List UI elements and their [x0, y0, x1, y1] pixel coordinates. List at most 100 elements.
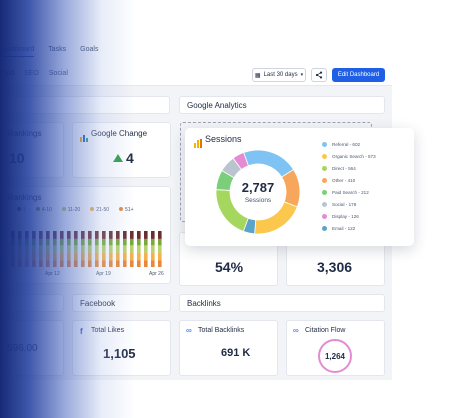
- ranking-bar-segment: [151, 245, 155, 253]
- legend-row: Organic Search - 573: [322, 150, 376, 162]
- ranking-bar-segment: [18, 231, 22, 239]
- ranking-bar-segment: [130, 231, 134, 239]
- ranking-bar-segment: [46, 238, 50, 246]
- citation-icon: ∞: [293, 326, 299, 335]
- legend-label: Social - 178: [332, 201, 357, 207]
- tab-tasks[interactable]: Tasks: [48, 46, 67, 53]
- ranking-bar-segment: [151, 238, 155, 246]
- ranking-bar-segment: [39, 231, 43, 239]
- sessions-total-label: Sessions: [244, 197, 272, 204]
- trend-up-icon: [113, 154, 123, 162]
- link-icon: ∞: [186, 326, 192, 335]
- ranking-bar-segment: [102, 231, 106, 239]
- total-likes-value: 1,105: [103, 346, 136, 361]
- citation-flow-title: Citation Flow: [305, 327, 346, 334]
- ranking-bar-segment: [109, 245, 113, 253]
- ranking-bar-segment: [95, 231, 99, 239]
- rankings-value: 10: [9, 150, 25, 166]
- ranking-bar-segment: [11, 260, 15, 267]
- ranking-bar-segment: [60, 260, 64, 267]
- ranking-bar-segment: [151, 260, 155, 267]
- ranking-bar-segment: [39, 260, 43, 267]
- subtab-paid[interactable]: Paid: [0, 70, 15, 77]
- legend-label: Referral - 602: [332, 141, 361, 147]
- ranking-bar-segment: [32, 252, 36, 261]
- left-section-header: [0, 294, 64, 312]
- ranking-bar-segment: [60, 245, 64, 253]
- ranking-bar-segment: [116, 260, 120, 267]
- ranking-bar-segment: [144, 245, 148, 253]
- share-icon: [315, 71, 323, 79]
- ranking-bar-segment: [130, 260, 134, 267]
- share-button[interactable]: [311, 68, 327, 82]
- ranking-bar-segment: [144, 238, 148, 246]
- rankings-bar-chart: [11, 231, 162, 267]
- ranking-bar-segment: [60, 231, 64, 239]
- ranking-bar-segment: [95, 238, 99, 246]
- ranking-bar-segment: [67, 260, 71, 267]
- citation-value: 1,264: [324, 351, 346, 361]
- legend-row: Other - 410: [322, 174, 376, 186]
- ranking-bar-segment: [53, 231, 57, 239]
- ranking-bar-segment: [32, 231, 36, 239]
- ranking-bar-segment: [18, 260, 22, 267]
- ranking-bar-segment: [46, 252, 50, 261]
- top-bar: Dashboard Tasks Goals Paid SEO Social ▦ …: [0, 0, 392, 86]
- ranking-bar-segment: [109, 260, 113, 267]
- ranking-bar-segment: [116, 238, 120, 246]
- ranking-bar-segment: [158, 260, 162, 267]
- legend-item: 4-10: [35, 207, 52, 213]
- tab-goals[interactable]: Goals: [80, 46, 99, 53]
- ranking-bar-segment: [116, 245, 120, 253]
- ranking-bar-segment: [11, 238, 15, 246]
- edit-dashboard-button[interactable]: Edit Dashboard: [332, 68, 385, 82]
- ranking-bar-segment: [88, 245, 92, 253]
- total-likes-card: f Total Likes 1,105: [72, 320, 171, 376]
- ranking-bar-segment: [74, 231, 78, 239]
- ranking-bar-segment: [60, 238, 64, 246]
- legend-dot: [322, 177, 327, 183]
- total-backlinks-title: Total Backlinks: [198, 327, 245, 334]
- ranking-bar-segment: [158, 252, 162, 261]
- subtab-social[interactable]: Social: [48, 70, 68, 77]
- legend-dot: [322, 189, 327, 195]
- legend-dot: [322, 225, 327, 231]
- ranking-bar-segment: [18, 238, 22, 246]
- legend-item: 51+: [119, 207, 134, 213]
- date-range-button[interactable]: ▦ Last 30 days ▾: [252, 68, 306, 82]
- ranking-bar-segment: [81, 260, 85, 267]
- ranking-bar-segment: [74, 245, 78, 253]
- backlinks-header: Backlinks: [179, 294, 385, 312]
- rankings-legend: 1 4-10 11-20 21-50 51+: [17, 207, 134, 213]
- legend-label: Other - 410: [332, 177, 356, 183]
- ranking-bar-segment: [11, 231, 15, 239]
- sessions-legend: Referral - 602 Organic Search - 573 Direct…: [322, 138, 376, 234]
- x-tick-label: Apr 19: [96, 271, 111, 277]
- ranking-bar-segment: [74, 238, 78, 246]
- legend-label: Direct - 564: [332, 165, 356, 171]
- legend-row: Display - 126: [322, 210, 376, 222]
- ranking-bar-segment: [144, 231, 148, 239]
- sessions-donut-chart: [215, 149, 301, 235]
- ranking-bar-segment: [102, 252, 106, 261]
- google-change-title: Google Change: [91, 129, 148, 138]
- google-analytics-header: Google Analytics: [179, 96, 385, 114]
- calendar-icon: ▦: [254, 72, 261, 79]
- ranking-bar-segment: [81, 238, 85, 246]
- ranking-bar-segment: [137, 245, 141, 253]
- ranking-bar-segment: [25, 238, 29, 246]
- ranking-bar-segment: [53, 252, 57, 261]
- ranking-bar-segment: [74, 260, 78, 267]
- facebook-icon: f: [80, 327, 83, 336]
- legend-row: Direct - 564: [322, 162, 376, 174]
- subtab-seo[interactable]: SEO: [24, 70, 39, 77]
- legend-item: 1: [17, 207, 26, 213]
- donut-center: 2,787 Sessions: [213, 147, 303, 237]
- ranking-bar-segment: [46, 245, 50, 253]
- citation-ring: 1,264: [318, 339, 352, 373]
- chevron-down-icon: ▾: [300, 72, 304, 78]
- spend-card: 596.00: [0, 320, 64, 376]
- ranking-bar-segment: [95, 252, 99, 261]
- legend-row: Social - 178: [322, 198, 376, 210]
- tab-dashboard[interactable]: Dashboard: [0, 46, 35, 57]
